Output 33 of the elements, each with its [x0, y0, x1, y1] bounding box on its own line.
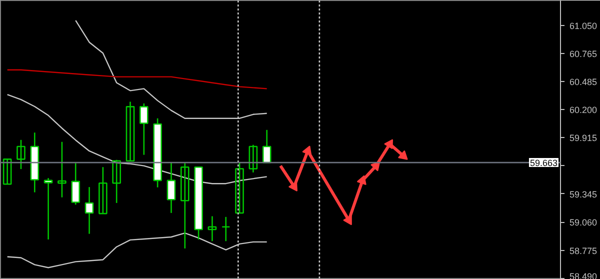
candlestick: [84, 186, 94, 234]
candlestick: [140, 102, 148, 156]
y-tick-label: 61.050: [570, 20, 598, 31]
candlestick: [126, 101, 135, 162]
ref-line-label: 59.663: [530, 158, 558, 168]
candlestick: [71, 162, 80, 206]
candlestick: [221, 216, 230, 242]
point: [288, 181, 298, 192]
y-tick-label: 59.060: [570, 218, 598, 228]
candlestick: [16, 139, 26, 170]
point: [398, 150, 408, 160]
candlestick: [112, 159, 122, 204]
candlestick: [44, 177, 53, 240]
point: [356, 175, 366, 186]
candlestick: [248, 144, 258, 174]
candlestick: [180, 162, 190, 250]
y-tick-label: 60.765: [570, 49, 598, 60]
candlestick: [235, 162, 244, 214]
point: [343, 215, 352, 226]
candlestick: [262, 129, 272, 164]
point: [302, 146, 312, 156]
line-series: [6, 69, 268, 90]
candlestick: [98, 166, 108, 214]
candlestick: [166, 162, 176, 214]
y-tick-label: 59.915: [570, 133, 598, 144]
y-tick-label: 59.345: [570, 189, 598, 200]
y-tick-label: 60.485: [570, 76, 598, 87]
point: [384, 139, 394, 150]
y-tick-label: 60.200: [570, 104, 598, 115]
candlestick: [58, 141, 66, 198]
y-tick-label: 58.775: [570, 246, 598, 256]
candlestick: [2, 158, 12, 185]
candlestick: [208, 216, 217, 242]
